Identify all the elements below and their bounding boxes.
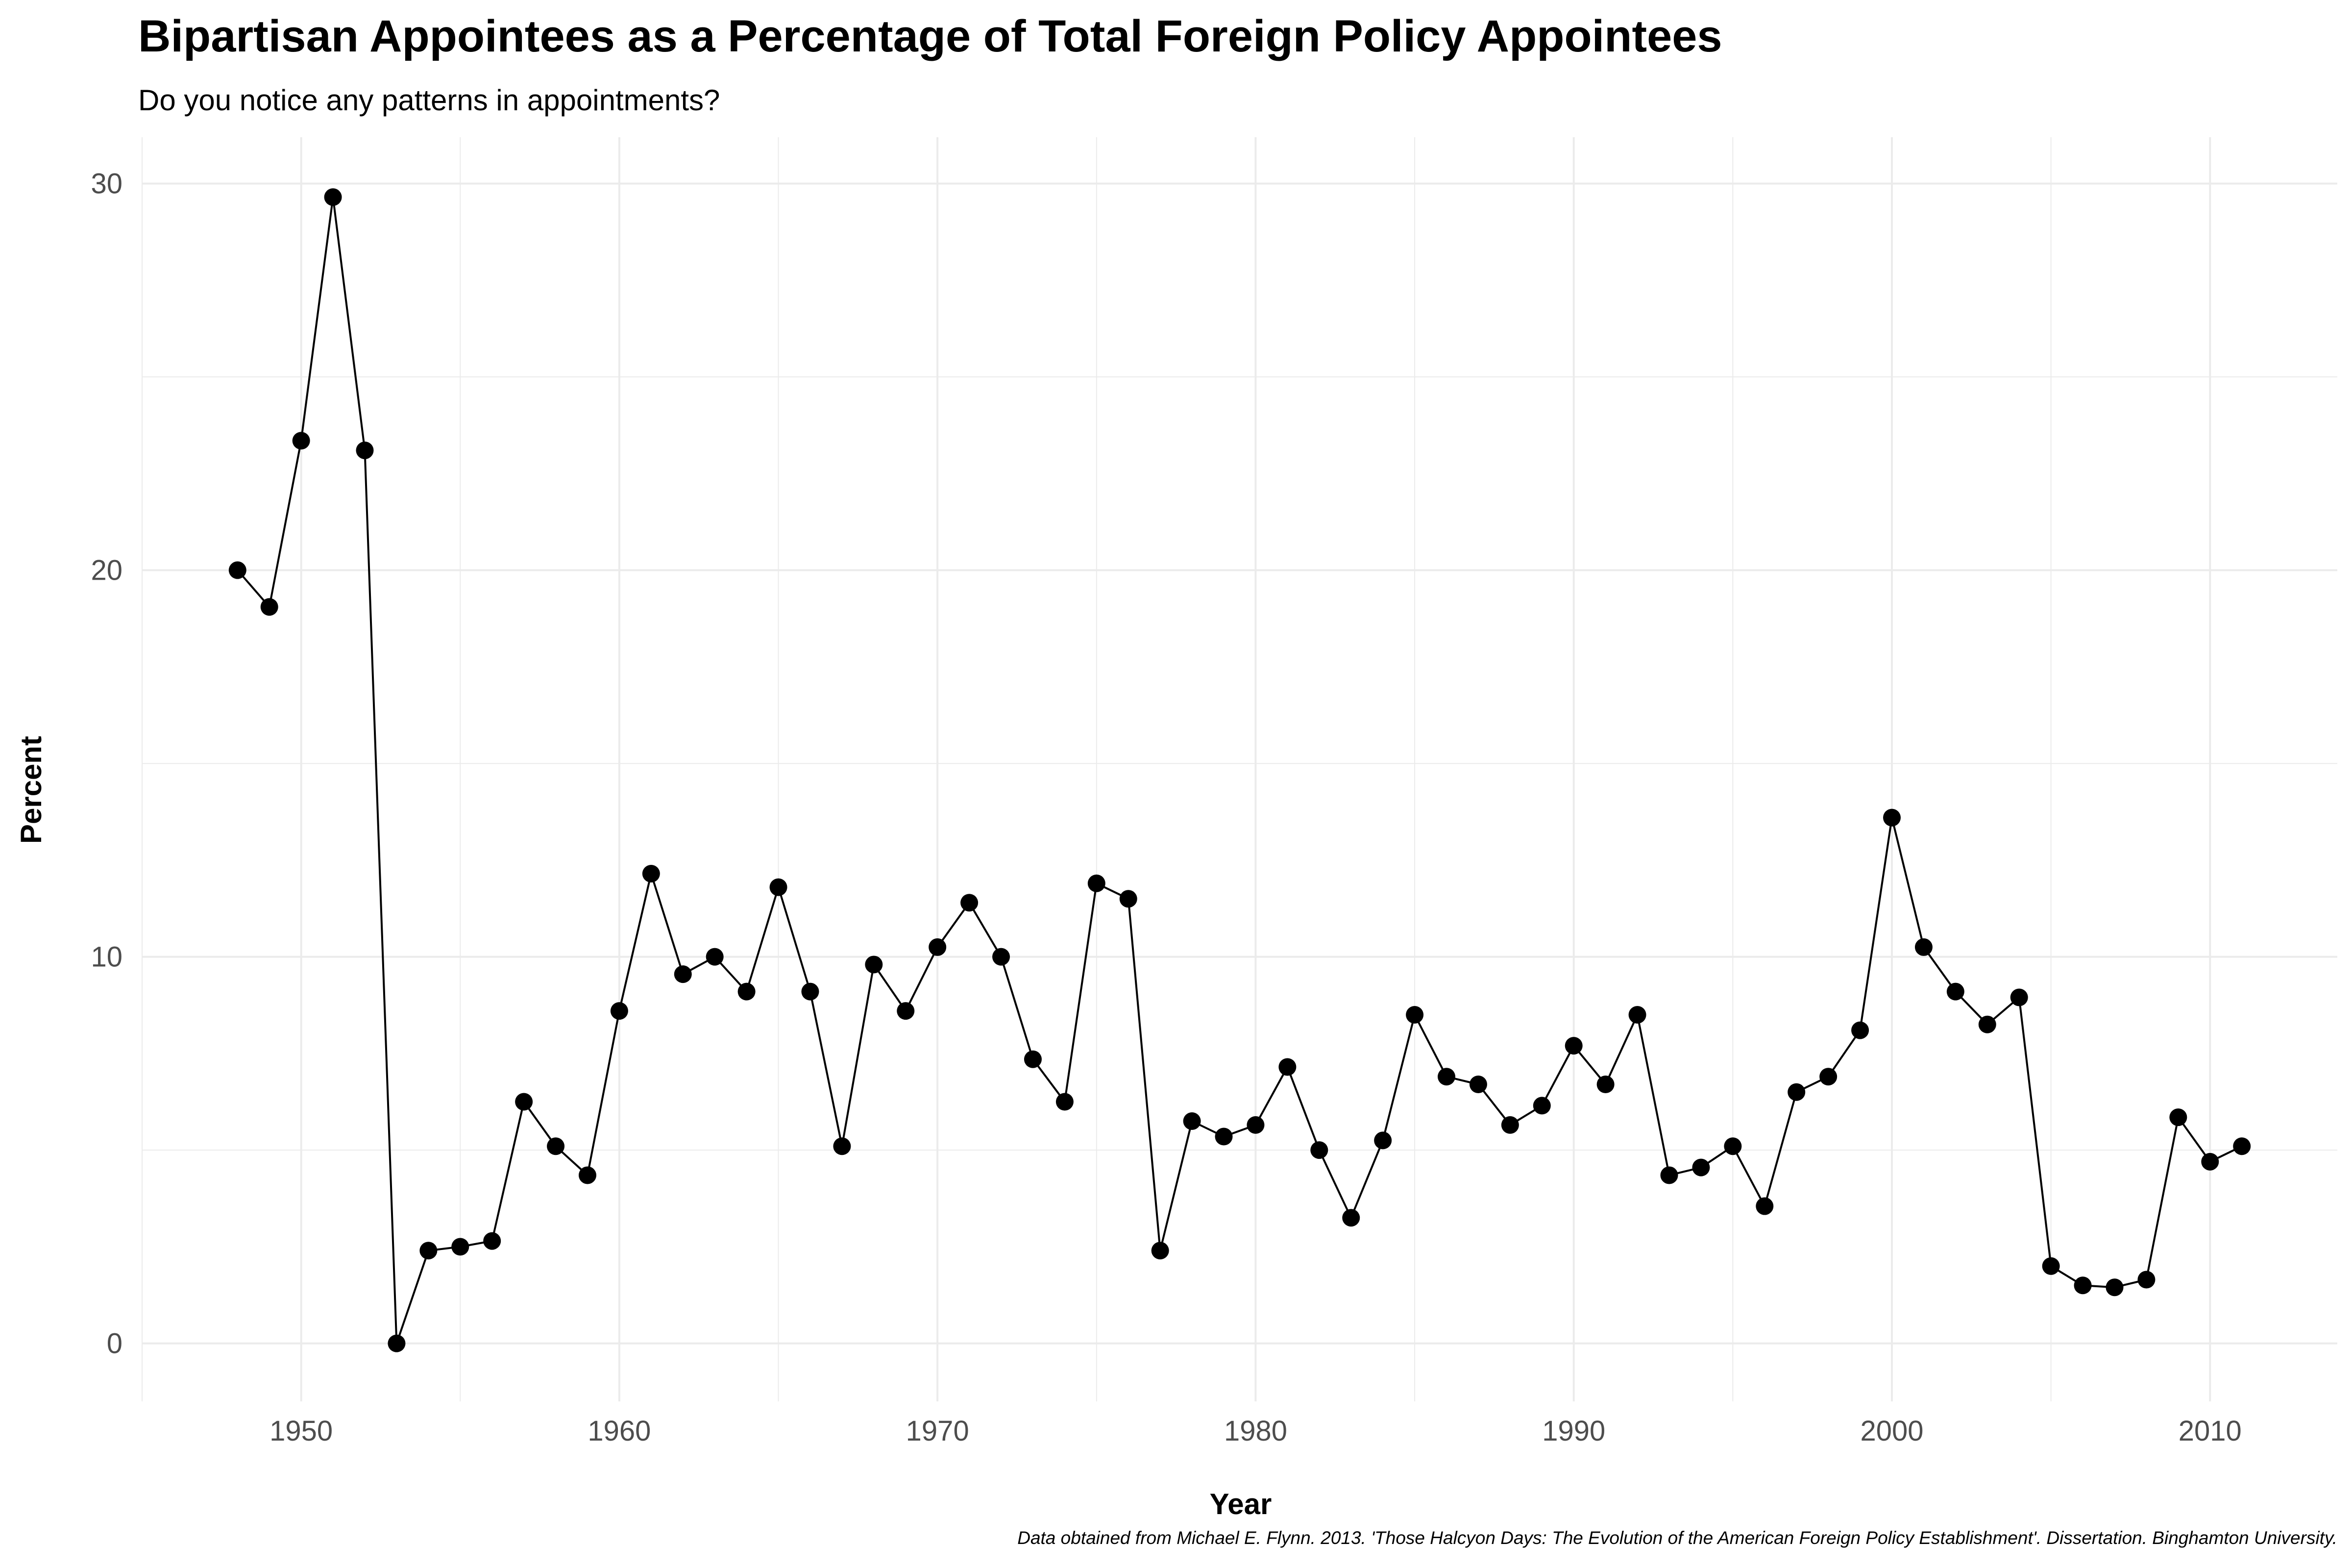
data-point bbox=[960, 894, 979, 912]
data-point bbox=[1247, 1116, 1265, 1134]
data-point bbox=[2074, 1276, 2092, 1295]
data-point bbox=[2169, 1108, 2187, 1127]
data-point bbox=[1533, 1097, 1551, 1115]
data-point bbox=[260, 598, 278, 616]
x-tick-label: 2010 bbox=[2179, 1415, 2242, 1447]
axes: 0 10 20 30 1950 1960 1970 1980 1990 2000 2010 bbox=[91, 168, 2241, 1447]
data-point bbox=[1628, 1006, 1646, 1024]
data-point bbox=[2106, 1278, 2124, 1297]
series-layer bbox=[228, 188, 2251, 1352]
data-point bbox=[801, 982, 819, 1001]
y-axis-label: Percent bbox=[15, 736, 48, 844]
y-tick-label: 30 bbox=[91, 168, 122, 200]
chart-caption: Data obtained from Michael E. Flynn. 201… bbox=[1017, 1528, 2337, 1548]
data-point bbox=[992, 948, 1010, 966]
data-point bbox=[1342, 1209, 1360, 1227]
data-point bbox=[1310, 1141, 1328, 1159]
data-point bbox=[324, 188, 342, 206]
data-point bbox=[1946, 982, 1964, 1001]
data-point bbox=[1469, 1076, 1487, 1094]
data-point bbox=[1596, 1076, 1615, 1094]
data-point bbox=[610, 1002, 628, 1020]
data-point bbox=[833, 1137, 851, 1155]
data-point bbox=[2201, 1152, 2219, 1171]
data-point bbox=[1406, 1006, 1424, 1024]
data-point bbox=[1565, 1037, 1583, 1055]
data-point bbox=[1883, 808, 1901, 827]
data-point bbox=[674, 965, 692, 983]
data-point bbox=[1438, 1068, 1456, 1086]
data-point bbox=[2010, 988, 2028, 1006]
x-tick-label: 1950 bbox=[270, 1415, 333, 1447]
data-point bbox=[706, 948, 724, 966]
data-point bbox=[929, 938, 947, 956]
data-point bbox=[228, 561, 246, 579]
data-point bbox=[1660, 1166, 1678, 1184]
data-point bbox=[737, 982, 756, 1001]
data-point bbox=[292, 432, 310, 450]
data-point bbox=[897, 1002, 915, 1020]
data-point bbox=[1215, 1127, 1233, 1146]
chart-title: Bipartisan Appointees as a Percentage of… bbox=[138, 11, 1722, 61]
data-point bbox=[1024, 1050, 1042, 1068]
data-point bbox=[483, 1232, 501, 1250]
data-point bbox=[547, 1137, 565, 1155]
series-line bbox=[237, 196, 2243, 1345]
data-point bbox=[1692, 1158, 1710, 1176]
grid bbox=[142, 137, 2337, 1401]
data-point bbox=[388, 1334, 406, 1352]
y-tick-label: 20 bbox=[91, 555, 122, 587]
x-tick-label: 1990 bbox=[1542, 1415, 1605, 1447]
x-axis-label: Year bbox=[1210, 1488, 1272, 1520]
data-point bbox=[1819, 1068, 1838, 1086]
data-point bbox=[1374, 1131, 1392, 1150]
y-tick-label: 10 bbox=[91, 941, 122, 973]
data-point bbox=[2042, 1257, 2060, 1275]
data-point bbox=[1278, 1058, 1297, 1076]
data-point bbox=[578, 1166, 596, 1184]
data-point bbox=[1151, 1242, 1169, 1260]
x-tick-label: 1960 bbox=[588, 1415, 651, 1447]
data-point bbox=[1055, 1093, 1074, 1111]
data-point bbox=[1183, 1112, 1201, 1130]
data-point bbox=[1724, 1137, 1742, 1155]
data-point bbox=[2233, 1137, 2251, 1155]
data-point bbox=[1851, 1021, 1869, 1039]
data-point bbox=[1978, 1015, 1996, 1033]
data-point bbox=[2137, 1271, 2156, 1289]
data-point bbox=[419, 1242, 438, 1260]
data-point bbox=[642, 865, 660, 883]
data-point bbox=[1501, 1116, 1519, 1134]
data-point bbox=[1788, 1083, 1806, 1101]
data-point bbox=[865, 956, 883, 974]
chart-subtitle: Do you notice any patterns in appointmen… bbox=[138, 84, 720, 117]
x-tick-label: 1970 bbox=[906, 1415, 969, 1447]
data-point bbox=[1087, 874, 1105, 892]
data-point bbox=[1914, 938, 1933, 956]
data-point bbox=[356, 441, 374, 460]
data-point bbox=[1119, 890, 1137, 908]
x-tick-label: 2000 bbox=[1860, 1415, 1923, 1447]
data-point bbox=[451, 1238, 469, 1256]
x-tick-label: 1980 bbox=[1224, 1415, 1287, 1447]
y-tick-label: 0 bbox=[107, 1328, 122, 1360]
data-point bbox=[1756, 1197, 1774, 1215]
data-point bbox=[515, 1093, 533, 1111]
data-point bbox=[769, 878, 787, 896]
